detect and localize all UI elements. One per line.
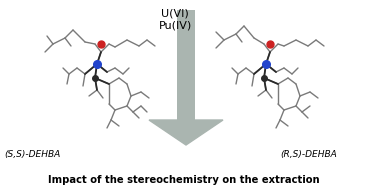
Text: Impact of the stereochemistry on the extraction: Impact of the stereochemistry on the ext… (48, 175, 320, 185)
Text: Pu(IV): Pu(IV) (158, 20, 192, 30)
Polygon shape (149, 120, 223, 145)
Text: U(VI): U(VI) (161, 8, 189, 18)
Text: (S,S)-DEHBA: (S,S)-DEHBA (4, 150, 60, 159)
Text: (R,S)-DEHBA: (R,S)-DEHBA (280, 150, 337, 159)
Bar (177, 10, 195, 120)
